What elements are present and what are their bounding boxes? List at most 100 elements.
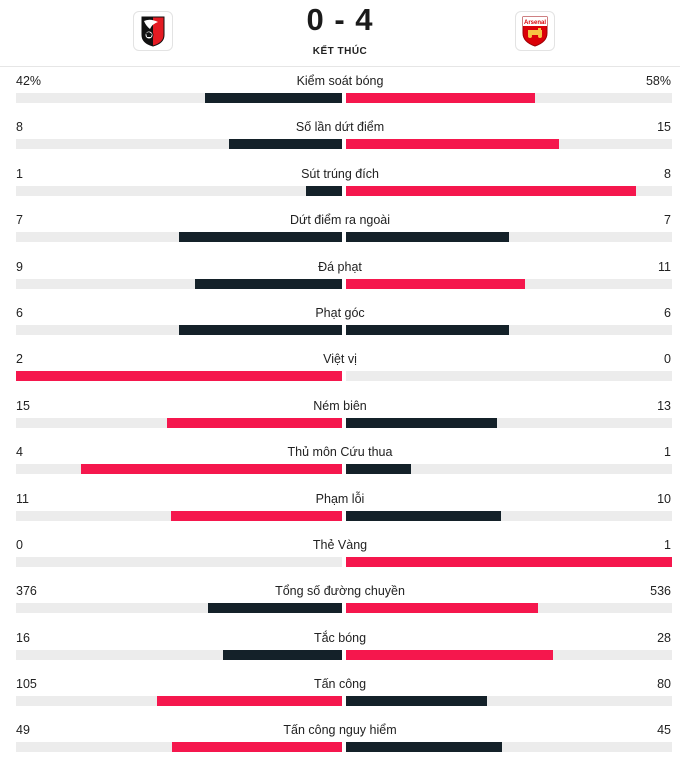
stat-row: 4 Thủ môn Cứu thua 1 [0,441,680,487]
away-bar-track [346,139,672,150]
away-bar-track [346,93,672,103]
home-stat-value: 0 [16,537,23,552]
home-stat-value: 15 [16,398,30,413]
match-status: KẾT THÚC [312,46,368,57]
stat-row: 105 Tấn công 80 [0,673,680,719]
away-bar-track [346,742,672,753]
away-team-logo[interactable]: Arsenal [515,11,555,51]
away-bar-fill [346,185,636,196]
home-bar-fill [207,603,342,614]
arsenal-crest-icon: Arsenal [522,16,548,47]
home-bar-fill [167,417,342,428]
home-stat-value: 11 [16,491,29,506]
home-bar-fill [16,371,342,382]
home-bar-fill [223,649,342,660]
home-bar-track [16,649,342,660]
away-stat-value: 80 [657,677,671,692]
away-bar-track [346,696,672,707]
home-bar-fill [179,232,342,243]
home-bar-fill [228,139,342,150]
away-bar-track [346,417,672,428]
stat-label: Thủ môn Cứu thua [287,445,393,460]
away-stat-value: 0 [664,352,671,367]
stats-list: 42% Kiểm soát bóng 58% 8 Số lần dứt điểm 15 1 S… [0,70,680,766]
stat-label: Sút trúng đích [301,166,379,181]
stat-label: Ném biên [313,398,367,413]
home-stat-value: 7 [16,213,23,228]
stat-label: Việt vị [323,352,357,367]
stat-label: Đá phạt [318,259,362,274]
home-bar-track [16,556,342,567]
stat-label: Số lần dứt điểm [295,120,385,135]
away-bar-fill [346,464,412,475]
away-bar-track [346,371,672,382]
home-bar-track [16,232,342,243]
away-stat-value: 6 [664,305,671,320]
away-stat-value: 1 [664,537,671,552]
home-bar-fill [195,278,342,289]
away-bar-track [346,556,672,567]
away-bar-fill [346,603,538,614]
stat-label: Tắc bóng [313,630,367,645]
cherries-crest-icon [141,16,165,47]
stat-row: 6 Phạt góc 6 [0,302,680,348]
away-bar-track [346,464,672,475]
stat-row: 11 Phạm lỗi 10 [0,488,680,534]
home-bar-track [16,696,342,707]
home-stat-value: 8 [16,120,23,135]
away-stat-value: 11 [658,259,671,274]
home-stat-value: 6 [16,305,23,320]
away-stat-value: 15 [657,120,671,135]
home-bar-track [16,464,342,475]
home-stat-value: 4 [16,445,23,460]
home-stat-value: 1 [16,166,23,181]
stat-row: 9 Đá phạt 11 [0,256,680,302]
away-bar-fill [346,649,554,660]
home-bar-track [16,603,342,614]
stat-row: 1 Sút trúng đích 8 [0,163,680,209]
home-bar-track [16,371,342,382]
home-bar-track [16,324,342,335]
stat-label: Phạm lỗi [315,491,365,506]
stat-label: Tổng số đường chuyền [275,584,405,599]
home-bar-track [16,139,342,150]
home-stat-value: 42% [16,74,42,88]
away-bar-fill [346,324,509,335]
home-bar-fill [172,742,342,753]
home-stat-value: 16 [16,630,30,645]
home-bar-track [16,93,342,103]
stat-row: 16 Tắc bóng 28 [0,627,680,673]
away-bar-fill [346,417,498,428]
home-stat-value: 376 [16,584,37,599]
away-stat-value: 45 [657,723,671,738]
home-bar-fill [156,696,342,707]
away-stat-value: 13 [657,398,671,413]
away-bar-fill [346,278,526,289]
away-bar-track [346,278,672,289]
away-bar-track [346,232,672,243]
away-bar-track [346,649,672,660]
away-bar-fill [346,139,559,150]
away-stat-value: 10 [657,491,671,506]
away-bar-track [346,185,672,196]
away-bar-track [346,510,672,521]
home-bar-fill [171,510,342,521]
away-bar-track [346,324,672,335]
stat-label: Tấn công nguy hiểm [283,723,397,738]
crest-wordmark: Arsenal [524,20,546,26]
stat-row: 2 Việt vị 0 [0,348,680,394]
stat-label: Phạt góc [315,305,365,320]
home-bar-track [16,742,342,753]
home-bar-track [16,417,342,428]
home-team-logo[interactable] [133,11,173,51]
away-stat-value: 536 [650,584,671,599]
home-bar-track [16,278,342,289]
away-stat-value: 8 [664,166,671,181]
away-bar-fill [346,510,502,521]
home-bar-track [16,510,342,521]
home-bar-track [16,185,342,196]
home-stat-value: 49 [16,723,30,738]
away-stat-value: 28 [657,630,671,645]
away-bar-fill [346,93,536,103]
away-bar-fill [346,556,672,567]
